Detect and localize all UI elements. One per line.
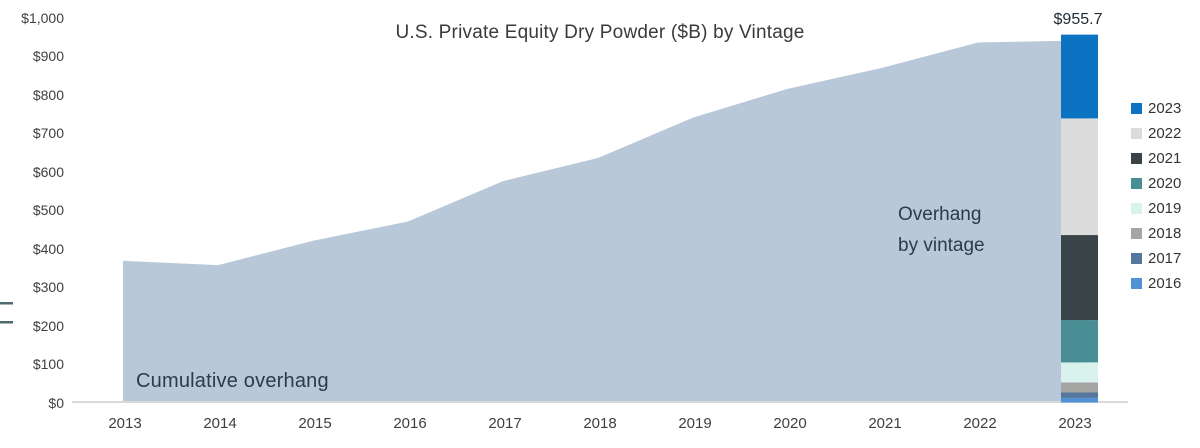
bar-segment-2020 [1061, 320, 1098, 363]
y-tick-label: $0 [48, 395, 64, 411]
x-tick-label: 2016 [393, 415, 427, 432]
y-tick-label: $700 [32, 125, 64, 141]
bar-segment-2018 [1061, 382, 1098, 393]
legend-item-2016: 2016 [1131, 271, 1181, 296]
bar-segment-2019 [1061, 362, 1098, 383]
bar-annotation: Overhang by vintage [898, 199, 985, 261]
y-tick-label: $800 [32, 87, 64, 103]
x-tick-label: 2014 [203, 415, 237, 432]
legend-swatch [1131, 103, 1142, 114]
legend-label: 2021 [1148, 150, 1182, 167]
x-tick-label: 2020 [773, 415, 807, 432]
x-tick-label: 2017 [488, 415, 522, 432]
legend-item-2023: 2023 [1131, 96, 1181, 121]
y-tick-label: $100 [32, 356, 64, 372]
legend-label: 2022 [1148, 125, 1182, 142]
y-tick-label: $1,000 [21, 10, 64, 26]
y-tick-label: $400 [32, 241, 64, 257]
legend-swatch [1131, 203, 1142, 214]
x-tick-label: 2023 [1058, 415, 1092, 432]
legend-item-2019: 2019 [1131, 196, 1181, 221]
legend-label: 2020 [1148, 175, 1182, 192]
y-tick-label: $500 [32, 202, 64, 218]
x-tick-label: 2019 [678, 415, 712, 432]
bar-segment-2021 [1061, 235, 1098, 321]
legend-swatch [1131, 253, 1142, 264]
x-tick-label: 2022 [963, 415, 997, 432]
bar-annotation-line2: by vintage [898, 235, 985, 256]
legend-label: 2018 [1148, 225, 1182, 242]
legend-swatch [1131, 228, 1142, 239]
legend-item-2021: 2021 [1131, 146, 1181, 171]
x-tick-label: 2013 [108, 415, 142, 432]
legend-swatch [1131, 153, 1142, 164]
legend-label: 2019 [1148, 200, 1182, 217]
legend-item-2017: 2017 [1131, 246, 1181, 271]
bar-segment-2023 [1061, 34, 1098, 119]
legend-item-2020: 2020 [1131, 171, 1181, 196]
legend-item-2018: 2018 [1131, 221, 1181, 246]
x-tick-label: 2021 [868, 415, 902, 432]
area-annotation: Cumulative overhang [136, 370, 329, 392]
legend-label: 2016 [1148, 275, 1182, 292]
y-tick-label: $900 [32, 48, 64, 64]
legend-swatch [1131, 128, 1142, 139]
left-crop-mark [0, 302, 13, 305]
legend-item-2022: 2022 [1131, 121, 1181, 146]
legend-swatch [1131, 278, 1142, 289]
legend-label: 2017 [1148, 250, 1182, 267]
left-crop-mark [0, 321, 13, 324]
y-tick-label: $300 [32, 279, 64, 295]
cumulative-overhang-area [123, 40, 1085, 401]
legend-swatch [1131, 178, 1142, 189]
bar-annotation-line1: Overhang [898, 204, 982, 225]
bar-segment-2022 [1061, 118, 1098, 236]
legend: 2023 2022 2021 2020 2019 2018 2017 2016 [1131, 96, 1181, 296]
x-tick-label: 2018 [583, 415, 617, 432]
x-tick-label: 2015 [298, 415, 332, 432]
y-tick-label: $600 [32, 164, 64, 180]
y-tick-label: $200 [32, 318, 64, 334]
bar-total-label: $955.7 [1053, 11, 1103, 28]
legend-label: 2023 [1148, 100, 1182, 117]
chart-title: U.S. Private Equity Dry Powder ($B) by V… [395, 22, 805, 43]
bar-segment-2017 [1061, 392, 1098, 398]
bar-segment-2016 [1061, 397, 1098, 403]
x-axis-line [72, 401, 1128, 403]
